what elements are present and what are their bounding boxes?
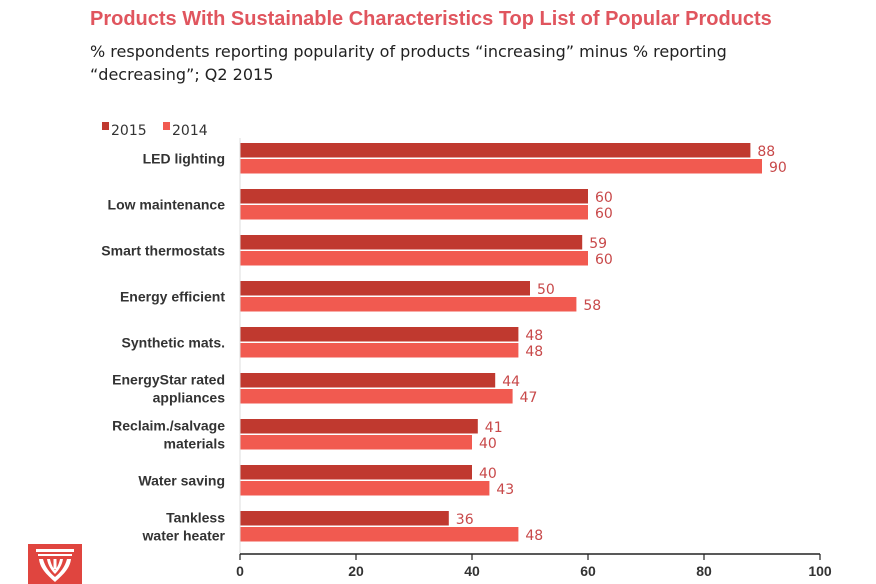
legend-label-2015: 2015 <box>111 123 147 139</box>
category-label: water heater <box>142 527 226 543</box>
data-label-2014: 43 <box>496 482 514 498</box>
legend-swatch-2014 <box>163 122 170 130</box>
data-label-2015: 50 <box>537 282 555 298</box>
bar-2014 <box>240 389 513 404</box>
bar-2014 <box>240 159 762 174</box>
data-label-2014: 48 <box>525 344 543 360</box>
data-label-2015: 41 <box>485 420 503 436</box>
data-label-2015: 60 <box>595 190 613 206</box>
x-tick-label: 100 <box>808 563 832 579</box>
bar-2015 <box>240 143 751 158</box>
bar-2015 <box>240 511 449 526</box>
data-label-2015: 36 <box>456 512 474 528</box>
bar-2014 <box>240 251 588 266</box>
category-label: LED lighting <box>143 150 225 166</box>
x-tick-label: 60 <box>580 563 596 579</box>
category-label: materials <box>164 435 226 451</box>
legend-swatch-2015 <box>102 122 109 130</box>
category-label: Water saving <box>138 472 225 488</box>
bar-2015 <box>240 465 472 480</box>
data-label-2014: 47 <box>520 390 538 406</box>
bar-2015 <box>240 281 530 296</box>
x-tick-label: 80 <box>696 563 712 579</box>
bar-2015 <box>240 327 519 342</box>
x-tick-label: 20 <box>348 563 364 579</box>
bar-2014 <box>240 297 577 312</box>
bar-2014 <box>240 481 490 496</box>
bar-2014 <box>240 527 519 542</box>
x-tick-label: 0 <box>236 563 244 579</box>
data-label-2015: 40 <box>479 466 497 482</box>
category-label: Reclaim./salvage <box>112 417 225 433</box>
chart-subtitle: % respondents reporting popularity of pr… <box>90 42 727 84</box>
data-label-2014: 58 <box>583 298 601 314</box>
category-label: Smart thermostats <box>101 242 225 258</box>
data-label-2014: 48 <box>525 528 543 544</box>
bar-2014 <box>240 435 472 450</box>
category-label: appliances <box>153 389 226 405</box>
category-label: Synthetic mats. <box>122 334 225 350</box>
data-label-2014: 60 <box>595 252 613 268</box>
data-label-2014: 60 <box>595 206 613 222</box>
data-label-2015: 59 <box>589 236 607 252</box>
category-label: Tankless <box>166 509 225 525</box>
data-label-2015: 88 <box>757 144 775 160</box>
category-label: Energy efficient <box>120 288 225 304</box>
chart-title: Products With Sustainable Characteristic… <box>90 8 772 30</box>
x-tick-label: 40 <box>464 563 480 579</box>
bar-2015 <box>240 235 583 250</box>
category-label: EnergyStar rated <box>112 371 225 387</box>
bar-2015 <box>240 419 478 434</box>
category-label: Low maintenance <box>108 196 226 212</box>
data-label-2014: 90 <box>769 160 787 176</box>
data-label-2014: 40 <box>479 436 497 452</box>
bar-2014 <box>240 205 588 220</box>
bar-2014 <box>240 343 519 358</box>
legend-label-2014: 2014 <box>172 123 208 139</box>
bar-2015 <box>240 373 496 388</box>
aia-column-logo-icon <box>28 544 82 584</box>
data-label-2015: 44 <box>502 374 520 390</box>
data-label-2015: 48 <box>525 328 543 344</box>
bar-2015 <box>240 189 588 204</box>
